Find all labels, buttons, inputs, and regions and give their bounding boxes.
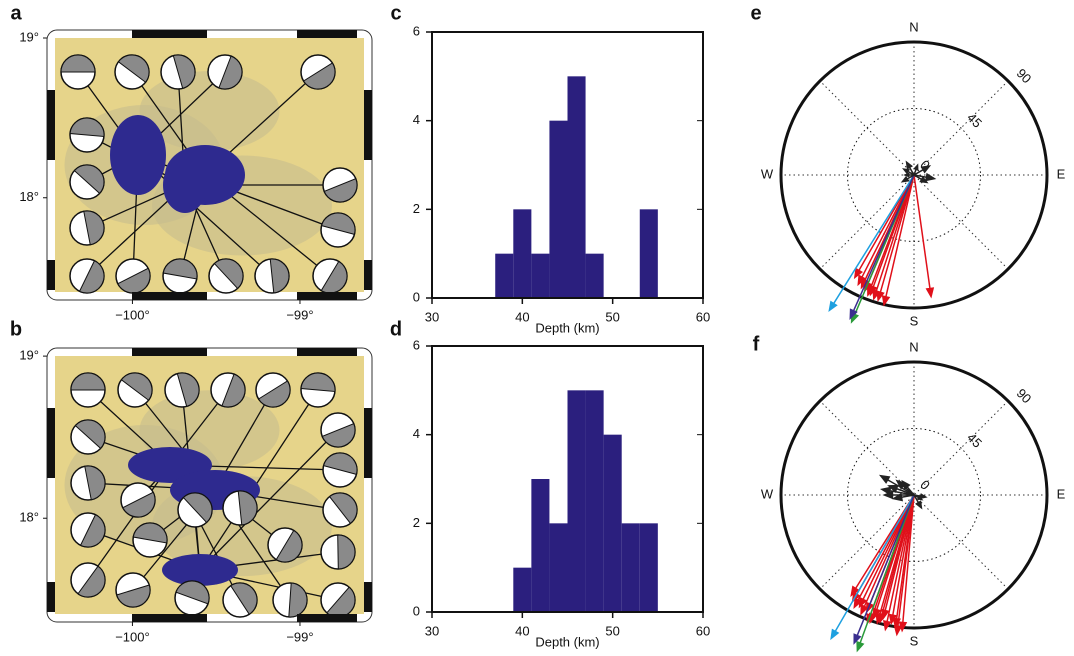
frame-tick (47, 90, 55, 160)
bar (604, 435, 622, 612)
frame-tick (297, 348, 357, 356)
direction-label: E (1057, 486, 1066, 501)
panel-letter: e (750, 2, 761, 24)
x-tick-label: −99° (286, 629, 313, 644)
bar (568, 390, 586, 612)
y-tick-label: 19° (19, 348, 39, 363)
frame-tick (364, 408, 372, 478)
bar (622, 523, 640, 612)
frame-tick (47, 408, 55, 478)
frame-tick (132, 30, 207, 38)
frame-tick (364, 582, 372, 612)
bar (568, 76, 586, 298)
panel-letter: d (390, 318, 402, 340)
bar (531, 479, 549, 612)
bar (513, 209, 531, 298)
x-tick-label: −100° (115, 629, 149, 644)
bar (586, 390, 604, 612)
y-tick-label: 18° (19, 189, 39, 204)
y-tick-label: 4 (413, 426, 420, 441)
frame-tick (297, 292, 357, 300)
direction-label: E (1057, 166, 1066, 181)
r-tick-label: 90 (1014, 65, 1035, 86)
r-tick-label: 90 (1014, 385, 1035, 406)
panel-letter: f (753, 333, 760, 355)
y-tick-label: 6 (413, 337, 420, 352)
x-tick-label: −100° (115, 307, 149, 322)
r-tick-label: 45 (964, 430, 985, 451)
x-tick-label: 40 (515, 623, 529, 638)
y-tick-label: 4 (413, 112, 420, 127)
y-tick-label: 18° (19, 510, 39, 525)
arrow (883, 175, 914, 305)
arrow (858, 175, 914, 284)
x-tick-label: 60 (696, 309, 710, 324)
x-axis-label: Depth (km) (535, 320, 599, 335)
bar (640, 209, 658, 298)
bar (640, 523, 658, 612)
panel-letter: c (390, 2, 401, 24)
x-tick-label: 30 (425, 309, 439, 324)
x-axis-label: Depth (km) (535, 634, 599, 649)
bar (495, 254, 513, 298)
y-tick-label: 6 (413, 23, 420, 38)
direction-label: W (761, 486, 774, 501)
y-tick-label: 2 (413, 201, 420, 216)
x-tick-label: 60 (696, 623, 710, 638)
frame-tick (132, 614, 207, 622)
arrow (914, 175, 933, 296)
frame-tick (47, 582, 55, 612)
frame-tick (297, 30, 357, 38)
direction-label: S (910, 633, 919, 648)
bar (549, 523, 567, 612)
event-cluster (110, 115, 166, 195)
x-tick-label: 40 (515, 309, 529, 324)
panel-letter: a (10, 2, 22, 24)
frame-tick (132, 292, 207, 300)
x-tick-label: −99° (286, 307, 313, 322)
x-tick-label: 50 (605, 623, 619, 638)
r-tick-label: 45 (964, 110, 985, 131)
direction-label: S (910, 313, 919, 328)
y-tick-label: 19° (19, 29, 39, 44)
bar (531, 254, 549, 298)
y-tick-label: 0 (413, 289, 420, 304)
bar (549, 121, 567, 298)
event-cluster (163, 157, 207, 213)
r-tick-label: 0 (917, 477, 933, 493)
bar (586, 254, 604, 298)
figure: 18°19°−100°−99°a18°19°−100°−99°b02463040… (0, 0, 1074, 656)
frame-tick (297, 614, 357, 622)
y-tick-label: 2 (413, 515, 420, 530)
frame-tick (364, 90, 372, 160)
frame-tick (47, 260, 55, 290)
frame-tick (132, 348, 207, 356)
frame-tick (364, 260, 372, 290)
direction-label: N (909, 19, 918, 34)
direction-label: W (761, 166, 774, 181)
x-tick-label: 30 (425, 623, 439, 638)
event-cluster (162, 554, 238, 586)
bar (513, 568, 531, 612)
y-tick-label: 0 (413, 603, 420, 618)
direction-label: N (909, 339, 918, 354)
panel-letter: b (10, 318, 22, 340)
x-tick-label: 50 (605, 309, 619, 324)
